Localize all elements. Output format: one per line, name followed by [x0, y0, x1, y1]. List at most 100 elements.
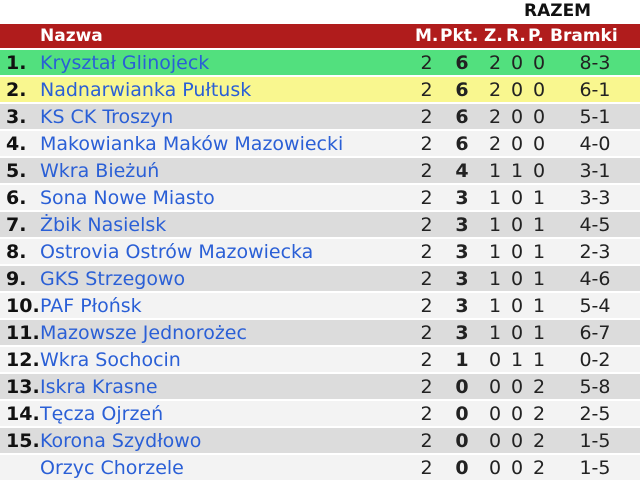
team-link[interactable]: Kryształ Glinojeck	[40, 51, 210, 74]
team-name-cell: Wkra Bieżuń	[40, 156, 413, 184]
header-z[interactable]: Z.	[484, 24, 506, 49]
wins: 0	[484, 453, 506, 480]
position: 8.	[0, 237, 40, 265]
position: 10.	[0, 291, 40, 319]
points: 6	[440, 129, 484, 157]
team-link[interactable]: Tęcza Ojrzeń	[40, 402, 164, 425]
table-header: Nazwa M. Pkt. Z. R. P. Bramki	[0, 24, 640, 49]
table-row: 12. Wkra Sochocin 2 1 0 1 1 0-2	[0, 345, 640, 373]
matches: 2	[413, 426, 440, 454]
table-row: 1. Kryształ Glinojeck 2 6 2 0 0 8-3	[0, 48, 640, 76]
goals: 0-2	[550, 345, 640, 373]
wins: 1	[484, 318, 506, 346]
wins: 0	[484, 372, 506, 400]
team-name-cell: Tęcza Ojrzeń	[40, 399, 413, 427]
matches: 2	[413, 210, 440, 238]
losses: 1	[528, 210, 550, 238]
points: 0	[440, 372, 484, 400]
table-row: 5. Wkra Bieżuń 2 4 1 1 0 3-1	[0, 156, 640, 184]
team-link[interactable]: Korona Szydłowo	[40, 429, 202, 452]
goals: 8-3	[550, 48, 640, 76]
team-link[interactable]: Żbik Nasielsk	[40, 213, 167, 236]
losses: 1	[528, 345, 550, 373]
points: 3	[440, 318, 484, 346]
team-link[interactable]: KS CK Troszyn	[40, 105, 174, 128]
team-link[interactable]: GKS Strzegowo	[40, 267, 186, 290]
draws: 0	[506, 318, 528, 346]
team-name-cell: Sona Nowe Miasto	[40, 183, 413, 211]
goals: 4-6	[550, 264, 640, 292]
draws: 0	[506, 453, 528, 480]
points: 3	[440, 210, 484, 238]
position: 15.	[0, 426, 40, 454]
table-row: 10. PAF Płońsk 2 3 1 0 1 5-4	[0, 291, 640, 319]
team-link[interactable]: Wkra Sochocin	[40, 348, 181, 371]
draws: 0	[506, 426, 528, 454]
matches: 2	[413, 345, 440, 373]
team-name-cell: Korona Szydłowo	[40, 426, 413, 454]
points: 6	[440, 48, 484, 76]
table-row: 7. Żbik Nasielsk 2 3 1 0 1 4-5	[0, 210, 640, 238]
team-link[interactable]: Ostrovia Ostrów Mazowiecka	[40, 240, 314, 263]
draws: 0	[506, 399, 528, 427]
draws: 0	[506, 372, 528, 400]
header-p[interactable]: P.	[528, 24, 550, 49]
team-name-cell: Iskra Krasne	[40, 372, 413, 400]
losses: 0	[528, 156, 550, 184]
draws: 0	[506, 129, 528, 157]
draws: 0	[506, 48, 528, 76]
header-r[interactable]: R.	[506, 24, 528, 49]
team-link[interactable]: Sona Nowe Miasto	[40, 186, 215, 209]
header-pkt[interactable]: Pkt.	[440, 24, 484, 49]
goals: 3-1	[550, 156, 640, 184]
points: 6	[440, 102, 484, 130]
team-name-cell: Wkra Sochocin	[40, 345, 413, 373]
team-name-cell: Mazowsze Jednorożec	[40, 318, 413, 346]
goals: 4-0	[550, 129, 640, 157]
position: 12.	[0, 345, 40, 373]
matches: 2	[413, 129, 440, 157]
league-table: Nazwa M. Pkt. Z. R. P. Bramki 1. Kryształ…	[0, 24, 640, 480]
wins: 2	[484, 75, 506, 103]
position: 13.	[0, 372, 40, 400]
matches: 2	[413, 372, 440, 400]
header-bramki[interactable]: Bramki	[550, 24, 640, 49]
table-row: 11. Mazowsze Jednorożec 2 3 1 0 1 6-7	[0, 318, 640, 346]
goals: 6-1	[550, 75, 640, 103]
team-link[interactable]: Orzyc Chorzele	[40, 456, 184, 479]
points: 4	[440, 156, 484, 184]
team-link[interactable]: PAF Płońsk	[40, 294, 142, 317]
goals: 4-5	[550, 210, 640, 238]
team-name-cell: Orzyc Chorzele	[40, 453, 413, 480]
points: 0	[440, 426, 484, 454]
draws: 1	[506, 345, 528, 373]
header-m[interactable]: M.	[413, 24, 440, 49]
losses: 2	[528, 426, 550, 454]
draws: 1	[506, 156, 528, 184]
wins: 2	[484, 102, 506, 130]
team-link[interactable]: Iskra Krasne	[40, 375, 158, 398]
position: 11.	[0, 318, 40, 346]
losses: 1	[528, 291, 550, 319]
position: 6.	[0, 183, 40, 211]
table-row: 14. Tęcza Ojrzeń 2 0 0 0 2 2-5	[0, 399, 640, 427]
team-link[interactable]: Makowianka Maków Mazowiecki	[40, 132, 344, 155]
draws: 0	[506, 210, 528, 238]
wins: 1	[484, 183, 506, 211]
team-link[interactable]: Nadnarwianka Pułtusk	[40, 78, 252, 101]
matches: 2	[413, 237, 440, 265]
goals: 2-5	[550, 399, 640, 427]
header-name[interactable]: Nazwa	[40, 24, 413, 49]
losses: 2	[528, 399, 550, 427]
matches: 2	[413, 102, 440, 130]
matches: 2	[413, 291, 440, 319]
matches: 2	[413, 48, 440, 76]
wins: 0	[484, 345, 506, 373]
table-row: 3. KS CK Troszyn 2 6 2 0 0 5-1	[0, 102, 640, 130]
wins: 2	[484, 48, 506, 76]
team-link[interactable]: Mazowsze Jednorożec	[40, 321, 247, 344]
position: 7.	[0, 210, 40, 238]
goals: 3-3	[550, 183, 640, 211]
group-header-razem: RAZEM	[524, 1, 592, 21]
team-link[interactable]: Wkra Bieżuń	[40, 159, 160, 182]
